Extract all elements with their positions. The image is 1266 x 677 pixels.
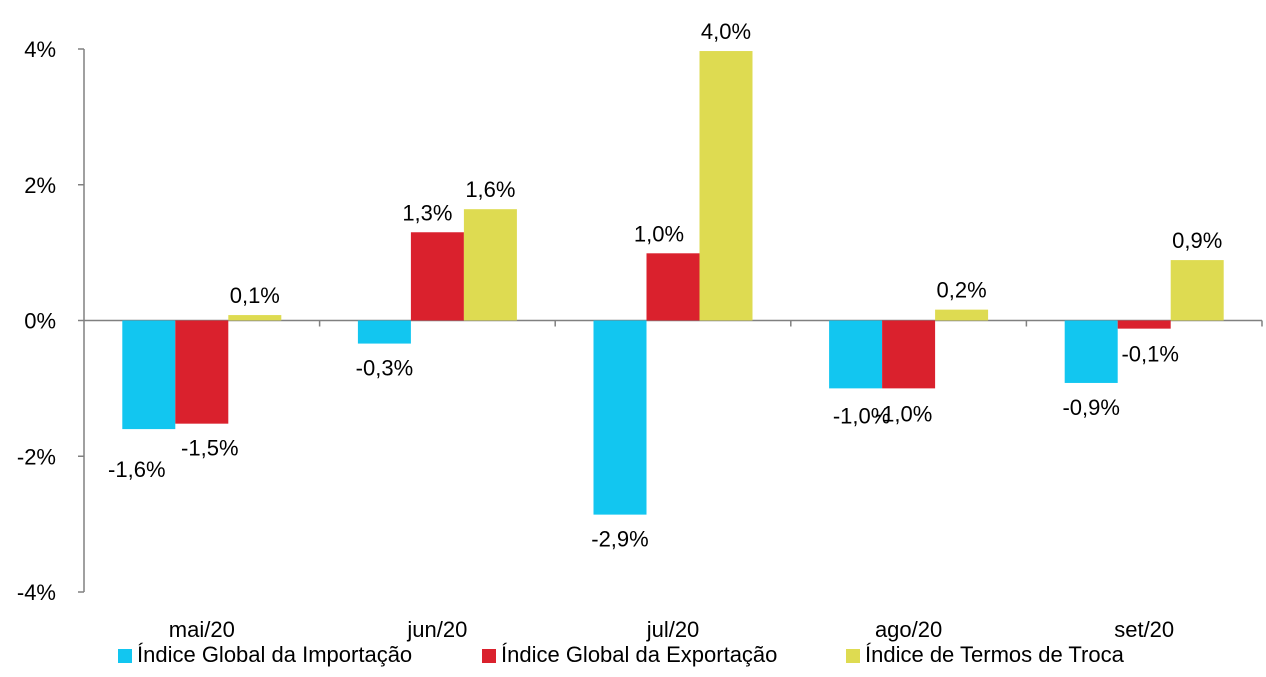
y-tick-label: 0%: [24, 309, 56, 334]
bar-1: [1064, 320, 1118, 383]
bar-3: [935, 309, 989, 321]
data-label: -0,9%: [1062, 395, 1119, 420]
data-label: -1,6%: [108, 457, 165, 482]
data-label: 1,0%: [634, 221, 684, 246]
x-category-label: jul/20: [646, 617, 700, 642]
legend-label: Índice de Termos de Troca: [865, 642, 1125, 667]
data-label: 0,9%: [1172, 228, 1222, 253]
x-category-label: ago/20: [875, 617, 942, 642]
bar-2: [882, 320, 936, 389]
data-label: -1,0%: [833, 403, 890, 428]
data-label: -1,5%: [181, 436, 238, 461]
bar-2: [175, 320, 229, 424]
bar-3: [463, 209, 517, 321]
data-label: 1,3%: [402, 200, 452, 225]
bar-2: [1117, 320, 1171, 329]
data-label: -1,0%: [875, 401, 932, 426]
bar-1: [357, 320, 411, 344]
bar-3: [699, 51, 753, 321]
y-tick-label: -2%: [17, 444, 56, 469]
bar-1: [829, 320, 883, 389]
legend-swatch: [482, 649, 496, 663]
legend-label: Índice Global da Exportação: [501, 642, 777, 667]
bar-2: [646, 253, 700, 321]
y-tick-label: -4%: [17, 580, 56, 605]
legend-swatch: [118, 649, 132, 663]
x-category-label: mai/20: [169, 617, 235, 642]
data-label: -0,1%: [1121, 342, 1178, 367]
bar-1: [122, 320, 176, 430]
bar-2: [410, 232, 464, 321]
y-tick-label: 4%: [24, 37, 56, 62]
data-label: 0,2%: [937, 278, 987, 303]
data-label: 1,6%: [465, 177, 515, 202]
data-label: 0,1%: [230, 283, 280, 308]
legend-swatch: [846, 649, 860, 663]
data-label: -0,3%: [356, 356, 413, 381]
bar-3: [1170, 260, 1224, 321]
legend-label: Índice Global da Importação: [137, 642, 412, 667]
x-category-label: set/20: [1114, 617, 1174, 642]
data-label: -2,9%: [591, 527, 648, 552]
y-tick-label: 2%: [24, 173, 56, 198]
bar-3: [228, 315, 282, 321]
data-label: 4,0%: [701, 19, 751, 44]
x-category-label: jun/20: [406, 617, 467, 642]
bar-1: [593, 320, 647, 515]
